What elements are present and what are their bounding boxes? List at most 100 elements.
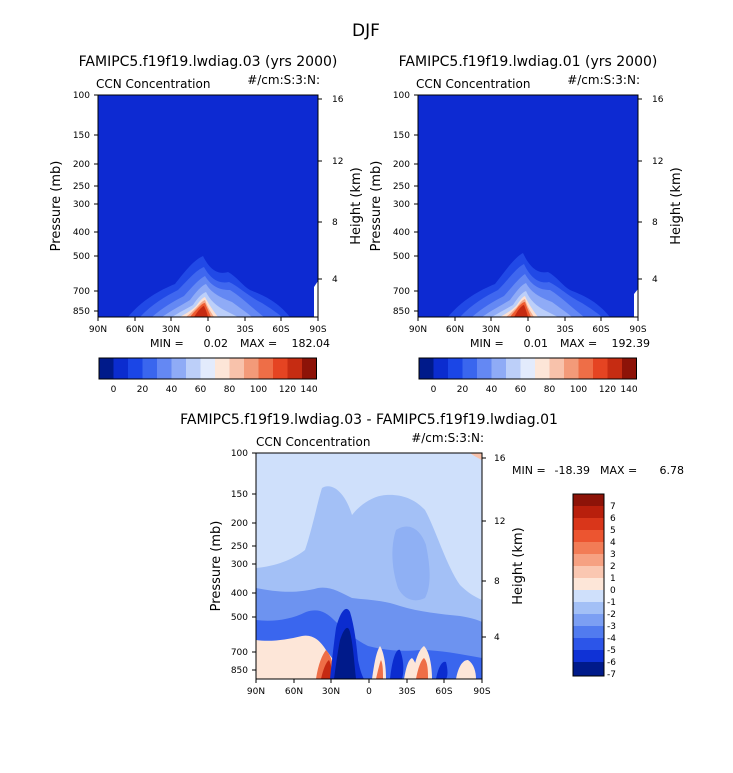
panel-subtitle-left: CCN Concentration [416,77,530,91]
colorbar-label: -4 [607,634,616,644]
x-tick-label: 0 [366,687,372,697]
y-tick-label: 100 [393,91,410,101]
y-tick-label: 250 [231,542,248,552]
colorbar-label: 40 [166,385,178,395]
contour-level-12 [390,649,404,679]
colorbar-label: -5 [607,646,616,656]
colorbar-swatch [142,358,157,379]
y-tick-label: 850 [73,307,90,317]
contour-level-15 [416,658,428,679]
figure-title: DJF [352,21,380,41]
colorbar: 0 20 40 60 80 100 120 140 [98,357,318,395]
colorbar-swatch [433,358,448,379]
colorbar-swatch [578,358,593,379]
colorbar-swatch [535,358,550,379]
max-label: MAX = [600,464,637,477]
max-value: 192.39 [612,337,651,350]
x-tick-label: 60S [435,687,452,697]
min-label: MIN = [512,464,546,477]
x-tick-label: 90N [409,325,427,335]
x-tick-label: 0 [525,325,531,335]
panel-subtitle-right: #/cm:S:3:N: [411,431,484,445]
colorbar-label: 140 [300,385,317,395]
panel-lwdiag-01: FAMIPC5.f19f19.lwdiag.01 (yrs 2000) CCN … [369,54,684,395]
y-tick-label: 250 [73,182,90,192]
x-tick-label: 90S [629,325,646,335]
colorbar-swatch [573,554,604,566]
y-axis-left: 100 150 200 250 300 400 500 700 850 Pres… [209,449,256,676]
y-axis-title: Pressure (mb) [49,161,64,252]
y2-tick-label: 12 [494,517,505,527]
y-tick-label: 200 [73,160,90,170]
colorbar-label: 0 [431,385,437,395]
colorbar-swatch [573,614,604,626]
colorbar-swatch [99,358,114,379]
colorbar-swatch [573,542,604,554]
min-max-readout: MIN = -18.39 MAX = 6.78 [512,464,684,477]
y-axis-title: Pressure (mb) [369,161,384,252]
colorbar-swatch [573,578,604,590]
colorbar-swatch [564,358,579,379]
colorbar-label: 2 [610,562,616,572]
y-tick-label: 200 [393,160,410,170]
colorbar-swatch [302,358,317,379]
panel-difference: FAMIPC5.f19f19.lwdiag.03 - FAMIPC5.f19f1… [180,412,684,697]
colorbar-swatch [573,662,604,676]
panel-title: FAMIPC5.f19f19.lwdiag.03 (yrs 2000) [79,54,338,70]
y-tick-label: 300 [231,560,248,570]
colorbar-label: 60 [515,385,527,395]
panel-lwdiag-03: FAMIPC5.f19f19.lwdiag.03 (yrs 2000) CCN … [49,54,364,395]
x-tick-label: 60S [592,325,609,335]
colorbar-label: -7 [607,670,616,680]
contour-field [418,95,638,317]
colorbar-label: -6 [607,658,616,668]
colorbar-label: 80 [544,385,556,395]
colorbar-label: 7 [610,502,616,512]
colorbar-label: 100 [250,385,267,395]
colorbar-label: 20 [137,385,149,395]
x-tick-label: 60N [446,325,464,335]
contour-level-7 [321,660,332,679]
contour-level-11 [376,660,383,679]
colorbar-swatch [448,358,463,379]
colorbar-swatch [200,358,215,379]
y2-tick-label: 16 [652,95,664,105]
contour-level-18 [470,453,482,460]
colorbar-swatch [128,358,143,379]
colorbar-swatch [419,358,434,379]
min-value: 0.02 [204,337,229,350]
x-tick-label: 30S [556,325,573,335]
colorbar-swatch [573,518,604,530]
colorbar-swatch [573,506,604,518]
colorbar-label: 20 [457,385,469,395]
y-tick-label: 100 [231,449,248,459]
panel-title: FAMIPC5.f19f19.lwdiag.01 (yrs 2000) [399,54,658,70]
y2-tick-label: 8 [332,218,338,228]
y-tick-label: 850 [393,307,410,317]
colorbar-swatch [215,358,230,379]
y-tick-label: 400 [231,589,248,599]
y-tick-label: 150 [231,490,248,500]
contour-level-17 [456,660,476,679]
y2-tick-label: 4 [494,633,500,643]
colorbar-label: 3 [610,550,616,560]
y-axis-title: Pressure (mb) [209,521,224,612]
contour-level-9 [194,306,208,317]
max-label: MAX = [560,337,597,350]
y2-axis-title: Height (km) [669,167,684,244]
x-tick-label: 30N [482,325,500,335]
colorbar-frame [98,357,317,380]
y-axis-right: 16 12 8 4 Height (km) [318,95,364,285]
contour-field [256,453,482,679]
y2-axis-title: Height (km) [349,167,364,244]
y-tick-label: 700 [393,287,410,297]
colorbar-swatch [573,566,604,578]
y-tick-label: 300 [73,200,90,210]
y-tick-label: 700 [231,648,248,658]
y2-axis-title: Height (km) [511,527,526,604]
panel-subtitle-right: #/cm:S:3:N: [567,73,640,87]
y2-tick-label: 4 [652,275,658,285]
colorbar-frame [418,357,637,380]
colorbar-label: 0 [610,586,616,596]
